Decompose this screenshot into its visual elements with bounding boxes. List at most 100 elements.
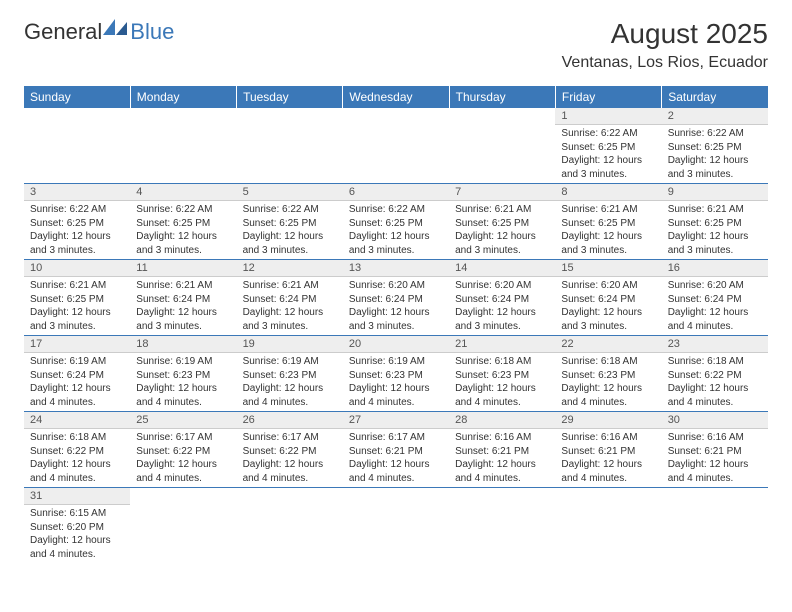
day-number: 15 <box>555 260 661 277</box>
day-number: 9 <box>662 184 768 201</box>
day-content: Sunrise: 6:17 AMSunset: 6:22 PMDaylight:… <box>237 429 343 487</box>
day-number: 27 <box>343 412 449 429</box>
calendar-cell: 15Sunrise: 6:20 AMSunset: 6:24 PMDayligh… <box>555 260 661 336</box>
day-content: Sunrise: 6:18 AMSunset: 6:22 PMDaylight:… <box>24 429 130 487</box>
day-content: Sunrise: 6:19 AMSunset: 6:23 PMDaylight:… <box>237 353 343 411</box>
day-content: Sunrise: 6:17 AMSunset: 6:21 PMDaylight:… <box>343 429 449 487</box>
day-content: Sunrise: 6:20 AMSunset: 6:24 PMDaylight:… <box>449 277 555 335</box>
title-block: August 2025 Ventanas, Los Rios, Ecuador <box>562 18 768 72</box>
calendar-cell: 28Sunrise: 6:16 AMSunset: 6:21 PMDayligh… <box>449 412 555 488</box>
day-content: Sunrise: 6:19 AMSunset: 6:23 PMDaylight:… <box>130 353 236 411</box>
day-content: Sunrise: 6:20 AMSunset: 6:24 PMDaylight:… <box>555 277 661 335</box>
day-content: Sunrise: 6:16 AMSunset: 6:21 PMDaylight:… <box>662 429 768 487</box>
day-content: Sunrise: 6:15 AMSunset: 6:20 PMDaylight:… <box>24 505 130 563</box>
logo-text-blue: Blue <box>130 19 174 45</box>
day-number: 26 <box>237 412 343 429</box>
day-number: 22 <box>555 336 661 353</box>
calendar-cell: 18Sunrise: 6:19 AMSunset: 6:23 PMDayligh… <box>130 336 236 412</box>
calendar-cell: 22Sunrise: 6:18 AMSunset: 6:23 PMDayligh… <box>555 336 661 412</box>
calendar-cell: 16Sunrise: 6:20 AMSunset: 6:24 PMDayligh… <box>662 260 768 336</box>
calendar-cell: 23Sunrise: 6:18 AMSunset: 6:22 PMDayligh… <box>662 336 768 412</box>
day-content: Sunrise: 6:18 AMSunset: 6:23 PMDaylight:… <box>555 353 661 411</box>
calendar-cell: 7Sunrise: 6:21 AMSunset: 6:25 PMDaylight… <box>449 184 555 260</box>
calendar-cell <box>24 108 130 184</box>
day-number: 12 <box>237 260 343 277</box>
day-content: Sunrise: 6:16 AMSunset: 6:21 PMDaylight:… <box>555 429 661 487</box>
day-number: 20 <box>343 336 449 353</box>
logo: General Blue <box>24 18 174 46</box>
calendar-cell: 12Sunrise: 6:21 AMSunset: 6:24 PMDayligh… <box>237 260 343 336</box>
day-number: 21 <box>449 336 555 353</box>
day-header: Sunday <box>24 86 130 108</box>
calendar-cell: 31Sunrise: 6:15 AMSunset: 6:20 PMDayligh… <box>24 488 130 564</box>
calendar-cell: 13Sunrise: 6:20 AMSunset: 6:24 PMDayligh… <box>343 260 449 336</box>
day-content: Sunrise: 6:21 AMSunset: 6:25 PMDaylight:… <box>449 201 555 259</box>
logo-sail-icon <box>102 18 128 36</box>
location-text: Ventanas, Los Rios, Ecuador <box>562 54 768 72</box>
day-content: Sunrise: 6:22 AMSunset: 6:25 PMDaylight:… <box>555 125 661 183</box>
day-content: Sunrise: 6:22 AMSunset: 6:25 PMDaylight:… <box>662 125 768 183</box>
calendar-cell <box>343 108 449 184</box>
day-number: 2 <box>662 108 768 125</box>
day-header: Friday <box>555 86 661 108</box>
calendar-cell: 2Sunrise: 6:22 AMSunset: 6:25 PMDaylight… <box>662 108 768 184</box>
day-content: Sunrise: 6:19 AMSunset: 6:24 PMDaylight:… <box>24 353 130 411</box>
day-header: Monday <box>130 86 236 108</box>
day-content: Sunrise: 6:22 AMSunset: 6:25 PMDaylight:… <box>343 201 449 259</box>
month-title: August 2025 <box>562 18 768 50</box>
calendar-cell: 27Sunrise: 6:17 AMSunset: 6:21 PMDayligh… <box>343 412 449 488</box>
calendar-cell <box>343 488 449 564</box>
calendar-row: 17Sunrise: 6:19 AMSunset: 6:24 PMDayligh… <box>24 336 768 412</box>
day-number: 29 <box>555 412 661 429</box>
calendar-row: 24Sunrise: 6:18 AMSunset: 6:22 PMDayligh… <box>24 412 768 488</box>
calendar-row: 1Sunrise: 6:22 AMSunset: 6:25 PMDaylight… <box>24 108 768 184</box>
calendar-cell: 5Sunrise: 6:22 AMSunset: 6:25 PMDaylight… <box>237 184 343 260</box>
calendar-cell <box>555 488 661 564</box>
day-number: 7 <box>449 184 555 201</box>
day-number: 3 <box>24 184 130 201</box>
calendar-row: 3Sunrise: 6:22 AMSunset: 6:25 PMDaylight… <box>24 184 768 260</box>
day-content: Sunrise: 6:21 AMSunset: 6:24 PMDaylight:… <box>130 277 236 335</box>
day-content: Sunrise: 6:18 AMSunset: 6:22 PMDaylight:… <box>662 353 768 411</box>
day-content: Sunrise: 6:20 AMSunset: 6:24 PMDaylight:… <box>343 277 449 335</box>
day-number: 31 <box>24 488 130 505</box>
calendar-cell <box>237 108 343 184</box>
day-content: Sunrise: 6:18 AMSunset: 6:23 PMDaylight:… <box>449 353 555 411</box>
day-content: Sunrise: 6:21 AMSunset: 6:25 PMDaylight:… <box>662 201 768 259</box>
calendar-cell <box>130 108 236 184</box>
calendar-cell: 3Sunrise: 6:22 AMSunset: 6:25 PMDaylight… <box>24 184 130 260</box>
day-header-row: Sunday Monday Tuesday Wednesday Thursday… <box>24 86 768 108</box>
calendar-cell: 9Sunrise: 6:21 AMSunset: 6:25 PMDaylight… <box>662 184 768 260</box>
day-number: 24 <box>24 412 130 429</box>
day-number: 10 <box>24 260 130 277</box>
day-content: Sunrise: 6:22 AMSunset: 6:25 PMDaylight:… <box>130 201 236 259</box>
day-number: 8 <box>555 184 661 201</box>
calendar-cell <box>662 488 768 564</box>
calendar-cell: 14Sunrise: 6:20 AMSunset: 6:24 PMDayligh… <box>449 260 555 336</box>
day-content: Sunrise: 6:20 AMSunset: 6:24 PMDaylight:… <box>662 277 768 335</box>
day-number: 23 <box>662 336 768 353</box>
calendar-cell: 4Sunrise: 6:22 AMSunset: 6:25 PMDaylight… <box>130 184 236 260</box>
calendar-cell: 20Sunrise: 6:19 AMSunset: 6:23 PMDayligh… <box>343 336 449 412</box>
day-number: 19 <box>237 336 343 353</box>
day-content: Sunrise: 6:19 AMSunset: 6:23 PMDaylight:… <box>343 353 449 411</box>
day-header: Wednesday <box>343 86 449 108</box>
day-content: Sunrise: 6:21 AMSunset: 6:25 PMDaylight:… <box>555 201 661 259</box>
day-number: 14 <box>449 260 555 277</box>
header: General Blue August 2025 Ventanas, Los R… <box>0 0 792 80</box>
day-number: 6 <box>343 184 449 201</box>
calendar-table: Sunday Monday Tuesday Wednesday Thursday… <box>24 86 768 563</box>
calendar-row: 10Sunrise: 6:21 AMSunset: 6:25 PMDayligh… <box>24 260 768 336</box>
calendar-cell <box>130 488 236 564</box>
day-header: Thursday <box>449 86 555 108</box>
day-number: 28 <box>449 412 555 429</box>
calendar-cell: 6Sunrise: 6:22 AMSunset: 6:25 PMDaylight… <box>343 184 449 260</box>
calendar-cell <box>237 488 343 564</box>
calendar-cell <box>449 108 555 184</box>
calendar-row: 31Sunrise: 6:15 AMSunset: 6:20 PMDayligh… <box>24 488 768 564</box>
day-number: 30 <box>662 412 768 429</box>
calendar-cell: 21Sunrise: 6:18 AMSunset: 6:23 PMDayligh… <box>449 336 555 412</box>
calendar-cell: 10Sunrise: 6:21 AMSunset: 6:25 PMDayligh… <box>24 260 130 336</box>
day-number: 4 <box>130 184 236 201</box>
day-header: Saturday <box>662 86 768 108</box>
